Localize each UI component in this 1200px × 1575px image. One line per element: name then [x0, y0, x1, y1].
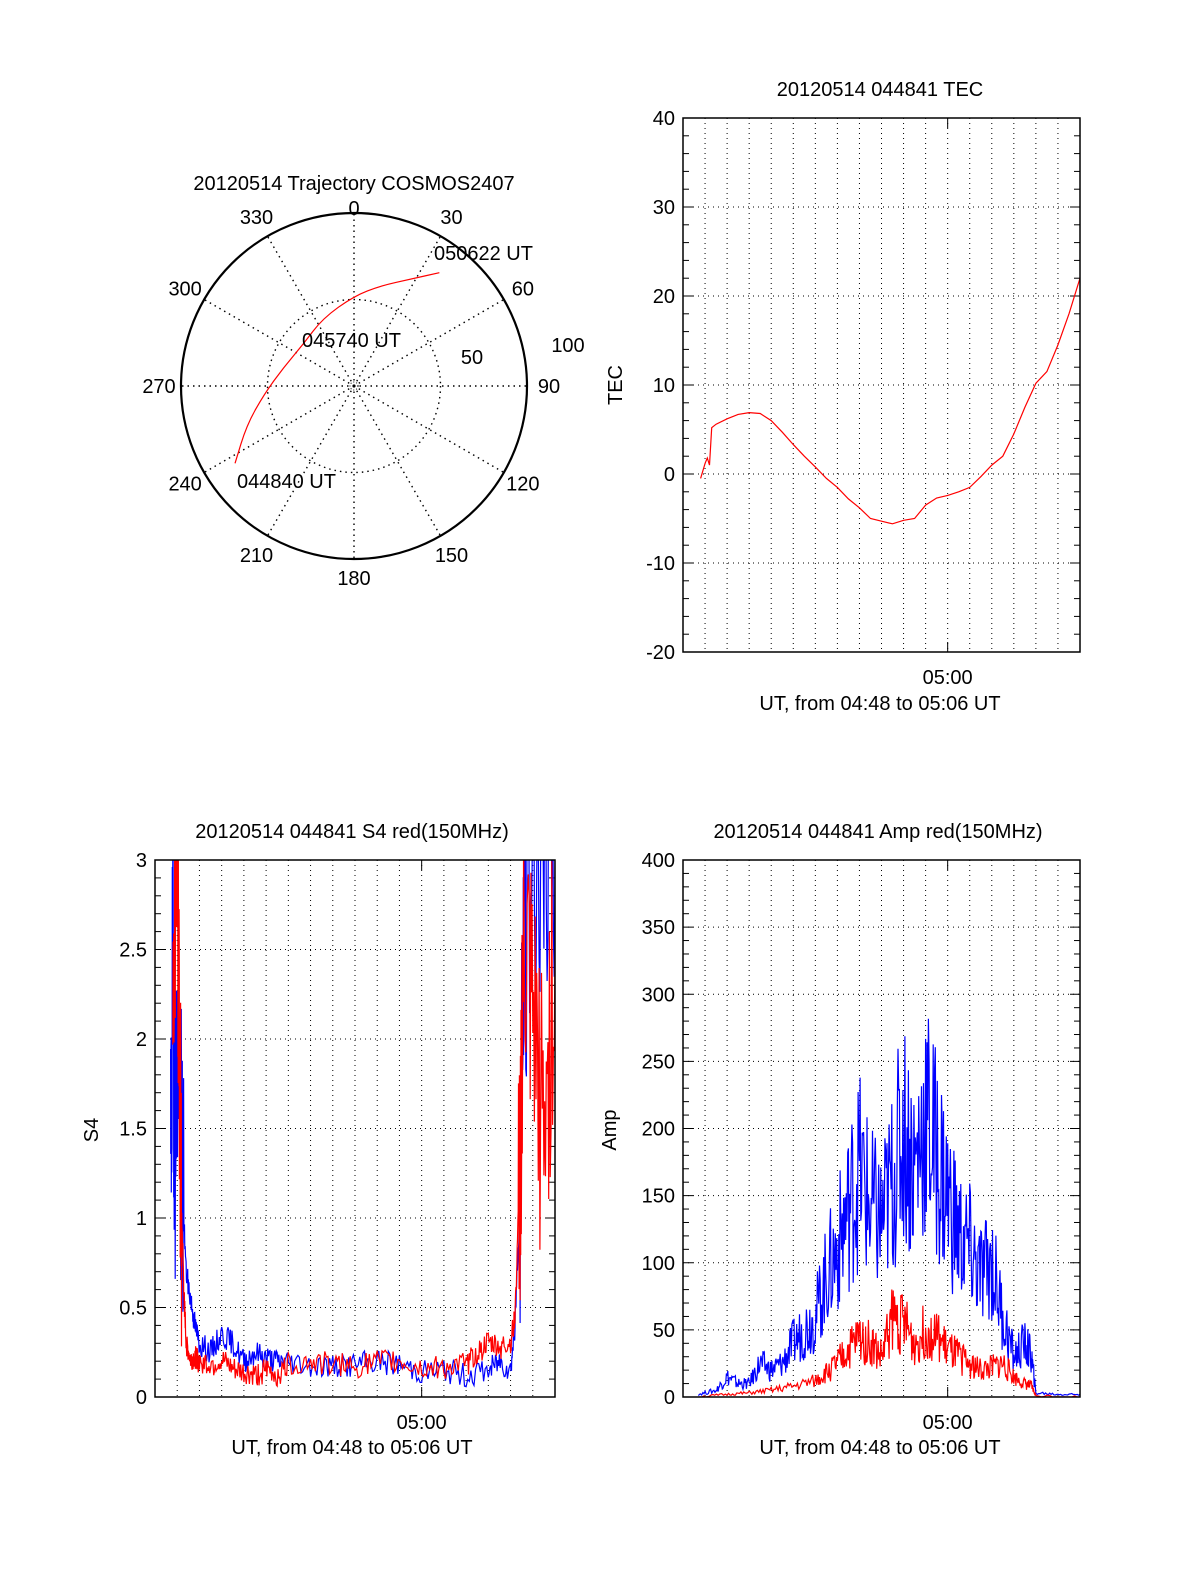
- y-tick-label: 2.5: [119, 940, 147, 962]
- y-tick-label: 2: [136, 1029, 147, 1051]
- polar-spoke: [353, 385, 442, 537]
- s4-xlabel: UT, from 04:48 to 05:06 UT: [231, 1437, 472, 1459]
- polar-inner-circle: [266, 298, 442, 474]
- polar-radial-label: 100: [551, 335, 584, 357]
- y-tick-label: -20: [646, 642, 675, 664]
- s4-ylabel: S4: [81, 1118, 103, 1142]
- trajectory-line: [234, 272, 440, 464]
- polar-azimuth-label: 0: [348, 198, 359, 220]
- polar-azimuth-label: 270: [142, 376, 175, 398]
- y-tick-label: 0.5: [119, 1298, 147, 1320]
- y-tick-label: 150: [642, 1186, 675, 1208]
- series-group: [697, 1018, 1080, 1397]
- polar-grid: [179, 211, 529, 561]
- polar-spoke: [353, 385, 505, 474]
- series-group: [700, 278, 1080, 525]
- y-tick-label: 350: [642, 917, 675, 939]
- y-tick-label: 200: [642, 1119, 675, 1141]
- polar-azimuth-label: 60: [512, 279, 534, 301]
- polar-azimuth-label: 90: [538, 376, 560, 398]
- polar-azimuth-labels: 0 30 60 90 120 150 180 210 240 270 300 330 50 100: [142, 198, 584, 590]
- amp-plot: 20120514 044841 Amp red(150MHz) UT, from…: [599, 821, 1081, 1459]
- polar-spoke: [203, 298, 355, 387]
- amp-xlabel: UT, from 04:48 to 05:06 UT: [759, 1437, 1000, 1459]
- polar-spoke: [266, 385, 355, 537]
- tec-ylabel: TEC: [605, 365, 627, 405]
- polar-spoke: [203, 385, 355, 474]
- polar-azimuth-label: 150: [435, 545, 468, 567]
- y-tick-label: 300: [642, 984, 675, 1006]
- tec-plot: 20120514 044841 TEC UT, from 04:48 to 05…: [605, 79, 1081, 715]
- polar-radial-label: 50: [461, 347, 483, 369]
- polar-azimuth-label: 300: [168, 279, 201, 301]
- y-tick-label: 0: [136, 1387, 147, 1409]
- polar-azimuth-label: 330: [240, 207, 273, 229]
- s4-title: 20120514 044841 S4 red(150MHz): [195, 821, 509, 843]
- x-tick-label: 05:00: [923, 1412, 973, 1434]
- y-tick-label: 250: [642, 1051, 675, 1073]
- polar-azimuth-label: 180: [337, 568, 370, 590]
- trajectory-time-label: 044840 UT: [237, 471, 336, 493]
- plot-frame: [682, 859, 1081, 1398]
- polar-azimuth-label: 30: [440, 207, 462, 229]
- polar-title: 20120514 Trajectory COSMOS2407: [193, 173, 514, 195]
- polar-azimuth-label: 240: [168, 474, 201, 496]
- y-tick-label: 20: [653, 286, 675, 308]
- series-line-TEC: [700, 278, 1080, 525]
- y-tick-label: 0: [664, 1387, 675, 1409]
- plot-frame: [682, 117, 1081, 653]
- series-line-red: [172, 860, 555, 1388]
- trajectory-time-label: 045740 UT: [302, 330, 401, 352]
- tec-title: 20120514 044841 TEC: [777, 79, 983, 101]
- series-group: [170, 860, 555, 1388]
- polar-outer-circle: [179, 211, 529, 561]
- polar-trajectory-plot: 20120514 Trajectory COSMOS2407 0 30 60 90 12…: [142, 173, 584, 590]
- y-tick-label: 50: [653, 1320, 675, 1342]
- y-tick-label: 1.5: [119, 1119, 147, 1141]
- trajectory-time-label: 050622 UT: [434, 243, 533, 265]
- y-tick-label: 40: [653, 108, 675, 130]
- polar-spoke: [266, 235, 355, 387]
- polar-trajectory: 044840 UT 045740 UT 050622 UT: [234, 243, 533, 493]
- y-tick-label: 0: [664, 464, 675, 486]
- y-tick-label: 400: [642, 850, 675, 872]
- amp-ylabel: Amp: [599, 1109, 621, 1150]
- polar-center-circle: [349, 381, 359, 391]
- y-tick-label: 10: [653, 375, 675, 397]
- polar-spoke: [353, 235, 442, 387]
- x-tick-label: 05:00: [397, 1412, 447, 1434]
- y-tick-label: 30: [653, 197, 675, 219]
- polar-spoke: [353, 298, 505, 387]
- series-line-red: [698, 1289, 1080, 1397]
- polar-azimuth-label: 120: [506, 474, 539, 496]
- x-tick-label: 05:00: [923, 667, 973, 689]
- y-tick-label: 100: [642, 1253, 675, 1275]
- plot-frame: [154, 859, 556, 1398]
- y-tick-label: 1: [136, 1208, 147, 1230]
- polar-azimuth-label: 210: [240, 545, 273, 567]
- series-line-blue: [170, 860, 555, 1388]
- amp-title: 20120514 044841 Amp red(150MHz): [713, 821, 1042, 843]
- y-tick-label: -10: [646, 553, 675, 575]
- tec-xlabel: UT, from 04:48 to 05:06 UT: [759, 693, 1000, 715]
- s4-plot: 20120514 044841 S4 red(150MHz) UT, from …: [81, 821, 556, 1459]
- y-tick-label: 3: [136, 850, 147, 872]
